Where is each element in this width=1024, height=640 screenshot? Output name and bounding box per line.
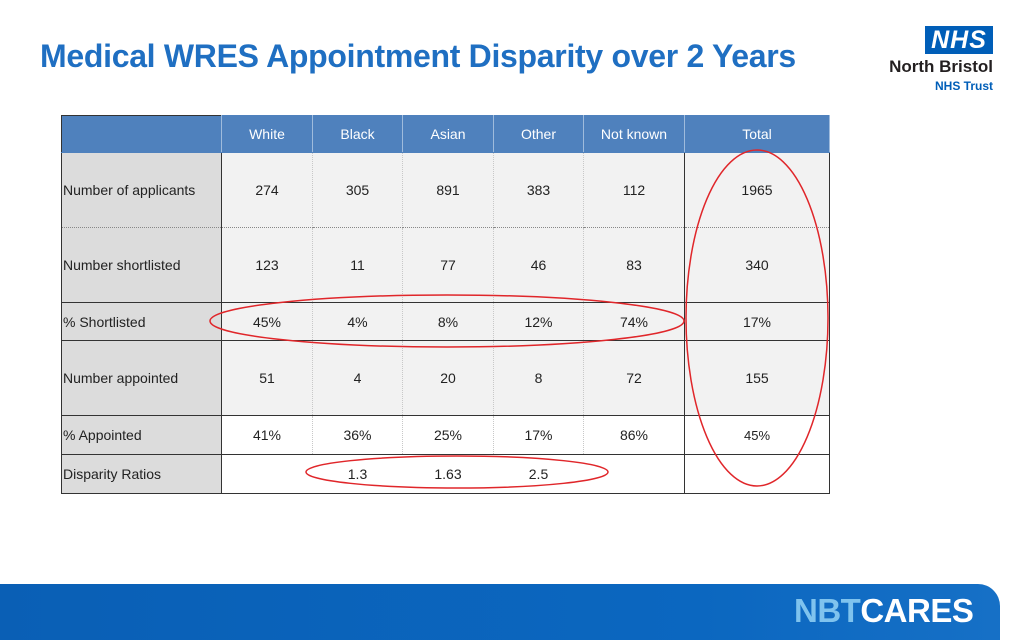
footer-background [0, 584, 1000, 640]
header-white: White [221, 115, 313, 153]
table-cell: 20 [402, 340, 494, 416]
table-cell: 383 [493, 152, 584, 228]
row-label: % Appointed [61, 415, 222, 455]
row-label: % Shortlisted [61, 302, 222, 341]
table-cell: 51 [221, 340, 313, 416]
table-row: Number of applicants 274 305 891 383 112… [61, 152, 830, 228]
table-cell: 17% [493, 415, 584, 455]
table-cell: 4% [312, 302, 403, 341]
table-cell: 72 [583, 340, 685, 416]
table-cell: 46 [493, 227, 584, 303]
table-cell: 86% [583, 415, 685, 455]
nbtcares-logo: NBTCARES [794, 592, 974, 630]
row-label: Number of applicants [61, 152, 222, 228]
logo-trust-suffix: NHS Trust [934, 79, 993, 93]
logo-trust-name: North Bristol [889, 57, 993, 76]
table-cell: 4 [312, 340, 403, 416]
wres-table: White Black Asian Other Not known Total … [61, 115, 830, 494]
table-row: Number shortlisted 123 11 77 46 83 340 [61, 227, 830, 303]
row-label: Number shortlisted [61, 227, 222, 303]
table-cell: 12% [493, 302, 584, 341]
table-cell [583, 454, 685, 494]
table-cell: 83 [583, 227, 685, 303]
header-not-known: Not known [583, 115, 685, 153]
header-total: Total [684, 115, 830, 153]
table-cell [221, 454, 313, 494]
brand-part2: CARES [860, 592, 974, 629]
brand-part1: NBT [794, 592, 861, 629]
table-cell: 36% [312, 415, 403, 455]
table-cell: 112 [583, 152, 685, 228]
table-cell: 74% [583, 302, 685, 341]
header-asian: Asian [402, 115, 494, 153]
table-header-row: White Black Asian Other Not known Total [61, 115, 830, 153]
header-corner [61, 115, 222, 153]
table-row: Disparity Ratios 1.3 1.63 2.5 [61, 454, 830, 494]
header-other: Other [493, 115, 584, 153]
row-label: Number appointed [61, 340, 222, 416]
nhs-north-bristol-logo: NHS North Bristol NHS Trust [873, 26, 995, 96]
total-cell [684, 454, 830, 494]
row-label: Disparity Ratios [61, 454, 222, 494]
total-cell: 155 [684, 340, 830, 416]
total-cell: 1965 [684, 152, 830, 228]
footer-bar: NBTCARES [0, 584, 1024, 640]
table-cell: 25% [402, 415, 494, 455]
table-cell: 77 [402, 227, 494, 303]
table-cell: 11 [312, 227, 403, 303]
table-cell: 41% [221, 415, 313, 455]
table-row: % Shortlisted 45% 4% 8% 12% 74% 17% [61, 302, 830, 341]
total-cell: 340 [684, 227, 830, 303]
table-cell: 8% [402, 302, 494, 341]
table-row: Number appointed 51 4 20 8 72 155 [61, 340, 830, 416]
table-cell: 274 [221, 152, 313, 228]
table-cell: 8 [493, 340, 584, 416]
total-cell: 45% [684, 415, 830, 455]
page-title: Medical WRES Appointment Disparity over … [40, 38, 796, 74]
table-cell: 45% [221, 302, 313, 341]
table-cell: 305 [312, 152, 403, 228]
table-row: % Appointed 41% 36% 25% 17% 86% 45% [61, 415, 830, 455]
table-cell: 2.5 [493, 454, 584, 494]
table-cell: 891 [402, 152, 494, 228]
table-cell: 123 [221, 227, 313, 303]
total-cell: 17% [684, 302, 830, 341]
header-black: Black [312, 115, 403, 153]
table-cell: 1.63 [402, 454, 494, 494]
table-cell: 1.3 [312, 454, 403, 494]
nhs-badge: NHS [925, 26, 993, 54]
